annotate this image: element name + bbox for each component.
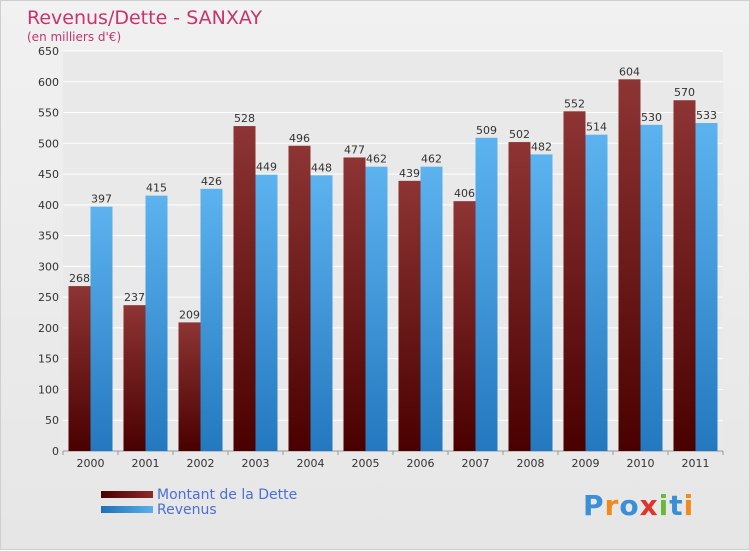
bar-revenus <box>255 174 278 451</box>
y-tick-label: 200 <box>38 322 59 335</box>
data-label-debt: 237 <box>124 291 145 304</box>
x-tick-label: 2001 <box>132 457 160 470</box>
data-label-debt: 209 <box>179 308 200 321</box>
bar-debt <box>343 157 366 451</box>
data-label-revenus: 448 <box>311 161 332 174</box>
data-label-debt: 439 <box>399 167 420 180</box>
legend-item-revenus: Revenus <box>101 501 297 518</box>
data-label-debt: 477 <box>344 143 365 156</box>
chart-subtitle: (en milliers d'€) <box>27 30 122 44</box>
logo-letter: o <box>619 489 640 522</box>
bar-debt <box>288 145 311 451</box>
y-tick-label: 500 <box>38 137 59 150</box>
x-tick-label: 2002 <box>187 457 215 470</box>
data-label-revenus: 482 <box>531 140 552 153</box>
logo-letter: r <box>604 489 620 522</box>
data-label-debt: 406 <box>454 187 475 200</box>
logo-letter: i <box>683 489 695 522</box>
x-tick-label: 2007 <box>462 457 490 470</box>
logo-letter: x <box>639 489 659 522</box>
y-tick-label: 250 <box>38 291 59 304</box>
bar-debt <box>673 100 696 451</box>
x-tick-label: 2004 <box>297 457 325 470</box>
bar-debt <box>508 142 531 452</box>
y-tick-label: 350 <box>38 230 59 243</box>
y-tick-label: 600 <box>38 76 59 89</box>
legend-label-revenus: Revenus <box>157 501 217 518</box>
bar-debt <box>178 322 201 451</box>
x-tick-label: 2009 <box>572 457 600 470</box>
x-tick-label: 2011 <box>682 457 710 470</box>
data-label-revenus: 397 <box>91 193 112 206</box>
bar-revenus <box>90 206 113 451</box>
data-label-debt: 502 <box>509 128 530 141</box>
data-label-debt: 268 <box>69 272 90 285</box>
x-tick-label: 2005 <box>352 457 380 470</box>
data-label-revenus: 462 <box>366 153 387 166</box>
y-tick-label: 550 <box>38 107 59 120</box>
x-tick-label: 2006 <box>407 457 435 470</box>
proxiti-logo: Proxiti <box>583 489 694 522</box>
bar-debt <box>618 79 641 452</box>
legend-swatch-revenus <box>101 506 153 513</box>
data-label-revenus: 533 <box>696 109 717 122</box>
y-tick-label: 450 <box>38 168 59 181</box>
bar-revenus <box>695 123 718 451</box>
data-label-debt: 570 <box>674 86 695 99</box>
data-label-debt: 528 <box>234 112 255 125</box>
y-tick-label: 100 <box>38 383 59 396</box>
logo-letter: P <box>583 489 605 522</box>
data-label-debt: 496 <box>289 132 310 145</box>
data-label-debt: 604 <box>619 65 640 78</box>
bar-revenus <box>420 166 443 451</box>
legend-item-debt: Montant de la Dette <box>101 486 298 503</box>
bar-revenus <box>145 195 168 451</box>
x-tick-label: 2000 <box>77 457 105 470</box>
bar-debt <box>123 305 146 451</box>
data-label-revenus: 462 <box>421 153 442 166</box>
data-label-debt: 552 <box>564 97 585 110</box>
y-tick-label: 400 <box>38 199 59 212</box>
bar-revenus <box>310 175 333 452</box>
bar-debt <box>68 286 91 451</box>
bar-debt <box>398 180 421 451</box>
bar-debt <box>453 201 476 451</box>
y-tick-label: 50 <box>45 414 59 427</box>
data-label-revenus: 514 <box>586 121 607 134</box>
x-tick-label: 2010 <box>627 457 655 470</box>
bar-revenus <box>200 188 223 451</box>
bar-revenus <box>365 166 388 451</box>
data-label-revenus: 426 <box>201 175 222 188</box>
y-tick-label: 300 <box>38 260 59 273</box>
legend-swatch-debt <box>101 491 153 498</box>
x-tick-label: 2008 <box>517 457 545 470</box>
chart-legend: Montant de la Dette Revenus <box>101 486 298 518</box>
chart-title: Revenus/Dette - SANXAY <box>27 7 262 29</box>
y-tick-label: 150 <box>38 353 59 366</box>
bar-debt <box>233 126 256 452</box>
x-tick-label: 2003 <box>242 457 270 470</box>
logo-letter: i <box>658 489 670 522</box>
logo-letter: t <box>669 489 684 522</box>
bar-debt <box>563 111 586 452</box>
bar-revenus <box>475 137 498 451</box>
data-label-revenus: 449 <box>256 161 277 174</box>
bar-revenus <box>640 124 663 451</box>
bar-revenus <box>530 154 553 451</box>
y-tick-label: 0 <box>52 445 59 458</box>
plot-area <box>63 51 723 451</box>
data-label-revenus: 509 <box>476 124 497 137</box>
data-label-revenus: 415 <box>146 182 167 195</box>
data-label-revenus: 530 <box>641 111 662 124</box>
bar-revenus <box>585 134 608 451</box>
legend-label-debt: Montant de la Dette <box>157 486 298 503</box>
y-tick-label: 650 <box>38 45 59 58</box>
